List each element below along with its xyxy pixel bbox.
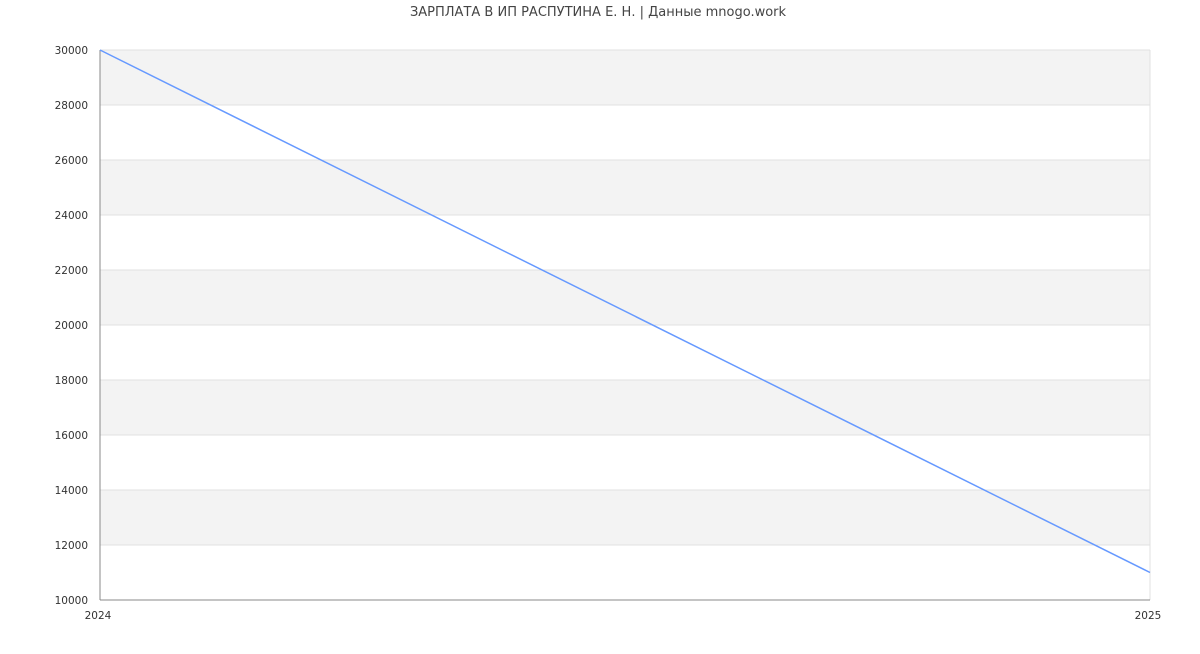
x-tick-label: 2024 <box>85 610 112 622</box>
y-tick-label: 28000 <box>55 100 88 112</box>
grid-band <box>100 50 1150 105</box>
y-tick-label: 24000 <box>55 210 88 222</box>
y-tick-label: 14000 <box>55 485 88 497</box>
grid-band <box>100 160 1150 215</box>
y-tick-label: 22000 <box>55 265 88 277</box>
x-tick-label: 2025 <box>1135 610 1162 622</box>
y-tick-label: 10000 <box>55 595 88 607</box>
grid-band <box>100 380 1150 435</box>
y-tick-label: 16000 <box>55 430 88 442</box>
chart-title: ЗАРПЛАТА В ИП РАСПУТИНА Е. Н. | Данные m… <box>410 5 787 20</box>
y-tick-label: 30000 <box>55 45 88 57</box>
grid-band <box>100 490 1150 545</box>
y-tick-label: 18000 <box>55 375 88 387</box>
grid-band <box>100 270 1150 325</box>
y-tick-label: 26000 <box>55 155 88 167</box>
series-line <box>99 49 1151 574</box>
y-tick-label: 20000 <box>55 320 88 332</box>
y-tick-label: 12000 <box>55 540 88 552</box>
